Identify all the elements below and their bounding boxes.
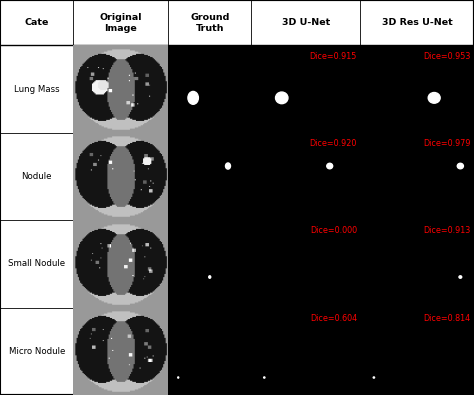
Ellipse shape bbox=[459, 276, 462, 278]
Text: Dice=0.920: Dice=0.920 bbox=[310, 139, 357, 148]
Text: Dice=0.913: Dice=0.913 bbox=[423, 226, 471, 235]
Bar bbox=[73, 45, 168, 133]
Text: 3D Res U-Net: 3D Res U-Net bbox=[382, 18, 453, 27]
Bar bbox=[251, 308, 360, 395]
Bar bbox=[360, 45, 474, 133]
Text: Dice=0.000: Dice=0.000 bbox=[310, 226, 357, 235]
Bar bbox=[360, 220, 474, 308]
Bar bbox=[360, 133, 474, 220]
Text: Dice=0.915: Dice=0.915 bbox=[310, 51, 357, 60]
Bar bbox=[168, 45, 251, 133]
Ellipse shape bbox=[178, 377, 179, 378]
Ellipse shape bbox=[209, 276, 211, 278]
Ellipse shape bbox=[327, 163, 333, 169]
Text: Small Nodule: Small Nodule bbox=[8, 260, 65, 269]
Ellipse shape bbox=[275, 92, 288, 103]
Bar bbox=[251, 45, 360, 133]
Ellipse shape bbox=[188, 91, 199, 104]
Ellipse shape bbox=[428, 92, 440, 103]
Text: Nodule: Nodule bbox=[21, 172, 52, 181]
Text: Dice=0.979: Dice=0.979 bbox=[423, 139, 471, 148]
Bar bbox=[73, 133, 168, 220]
Text: Dice=0.604: Dice=0.604 bbox=[310, 314, 357, 323]
Text: Micro Nodule: Micro Nodule bbox=[9, 347, 65, 356]
Text: Lung Mass: Lung Mass bbox=[14, 85, 60, 94]
Text: Original
Image: Original Image bbox=[100, 13, 142, 33]
Text: Ground
Truth: Ground Truth bbox=[190, 13, 229, 33]
Bar bbox=[251, 220, 360, 308]
Text: 3D U-Net: 3D U-Net bbox=[282, 18, 330, 27]
Bar bbox=[73, 220, 168, 308]
Bar bbox=[73, 308, 168, 395]
Text: Dice=0.814: Dice=0.814 bbox=[423, 314, 471, 323]
Ellipse shape bbox=[373, 377, 374, 378]
Ellipse shape bbox=[226, 163, 230, 169]
Bar bbox=[360, 308, 474, 395]
Text: Dice=0.953: Dice=0.953 bbox=[423, 51, 471, 60]
Bar bbox=[168, 308, 251, 395]
Ellipse shape bbox=[264, 377, 265, 378]
Bar bbox=[251, 133, 360, 220]
Ellipse shape bbox=[457, 163, 464, 169]
Bar bbox=[168, 133, 251, 220]
Bar bbox=[168, 220, 251, 308]
Text: Cate: Cate bbox=[25, 18, 49, 27]
